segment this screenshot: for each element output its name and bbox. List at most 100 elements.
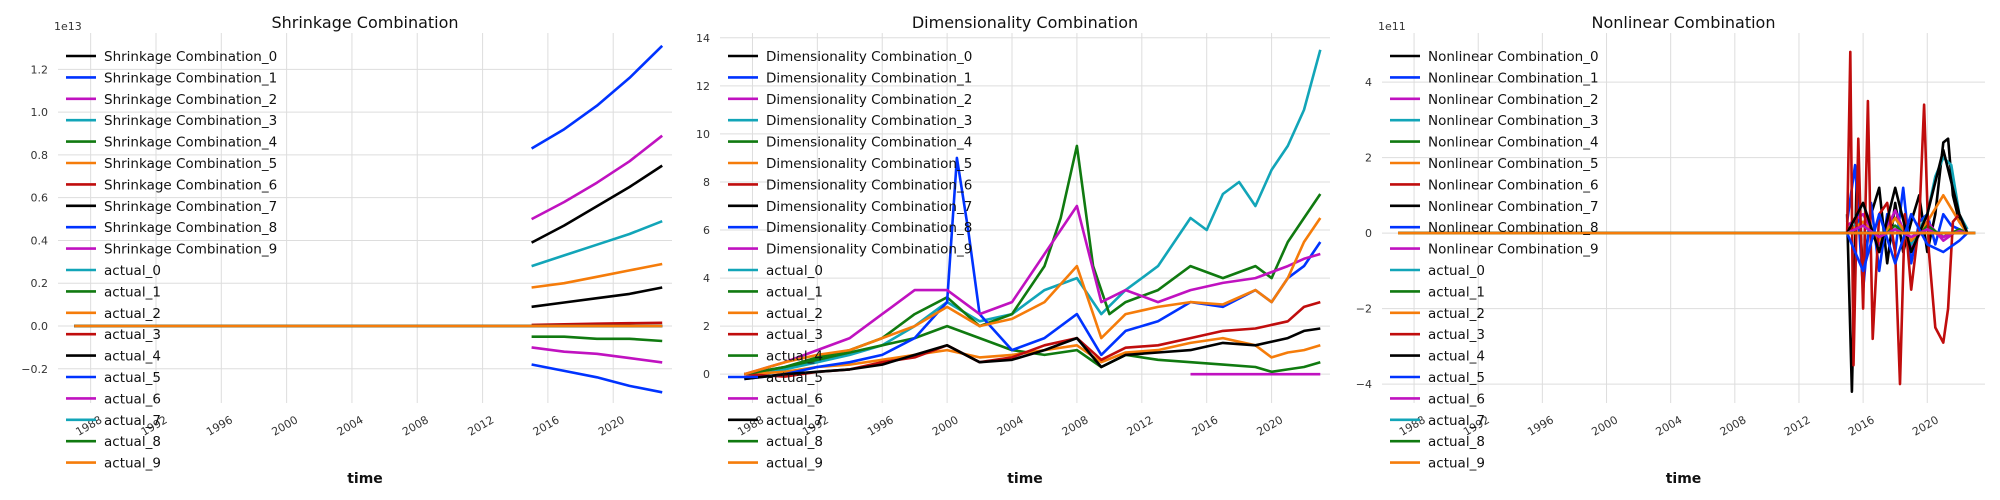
series-line-6 [1845, 50, 1969, 386]
legend-label: actual_3 [1428, 327, 1485, 343]
y-tick-label: 0.6 [31, 192, 49, 205]
y-tick-label: 2 [1365, 152, 1372, 165]
legend-label: actual_7 [104, 413, 161, 429]
chart-title: Nonlinear Combination [1592, 13, 1776, 32]
legend-label: Nonlinear Combination_8 [1428, 220, 1599, 236]
legend-label: actual_6 [766, 391, 823, 407]
x-tick-label: 2008 [1060, 413, 1091, 438]
x-tick-label: 2000 [269, 413, 300, 438]
y-tick-label: 1.2 [31, 63, 49, 76]
y-tick-label: −2 [1356, 303, 1372, 316]
x-tick-label: 2000 [930, 413, 961, 438]
y-tick-label: 10 [696, 128, 710, 141]
y-tick-label: −4 [1356, 378, 1372, 391]
legend-label: actual_8 [104, 434, 161, 450]
series-line-8 [531, 363, 663, 394]
legend-label: Dimensionality Combination_3 [766, 113, 972, 129]
legend-label: actual_9 [104, 456, 161, 472]
series-line-7 [531, 286, 663, 309]
x-tick-label: 2016 [1846, 413, 1877, 438]
y-tick-label: 0.4 [31, 234, 49, 247]
legend-label: actual_5 [1428, 370, 1485, 386]
legend-label: actual_8 [1428, 434, 1485, 450]
legend-label: actual_4 [1428, 349, 1485, 365]
y-tick-label: 4 [703, 272, 710, 285]
legend-label: actual_8 [766, 434, 823, 450]
legend-label: Nonlinear Combination_4 [1428, 135, 1599, 151]
legend-label: actual_1 [1428, 284, 1485, 300]
y-tick-label: 0 [703, 368, 710, 381]
legend-label: actual_7 [766, 413, 823, 429]
legend-label: Shrinkage Combination_7 [104, 199, 277, 215]
x-tick-label: 2016 [1190, 413, 1221, 438]
y-tick-label: 12 [696, 80, 710, 93]
series-line-2 [530, 134, 664, 221]
y-tick-label: 0.0 [31, 320, 49, 333]
x-tick-label: 2008 [400, 413, 431, 438]
chart-title: Dimensionality Combination [912, 13, 1138, 32]
y-tick-label: 6 [703, 224, 710, 237]
legend-label: Nonlinear Combination_6 [1428, 177, 1599, 193]
y-scale-label: 1e13 [54, 20, 82, 33]
legend-label: actual_9 [766, 456, 823, 472]
legend-label: Shrinkage Combination_9 [104, 242, 277, 258]
legend-label: actual_3 [766, 327, 823, 343]
legend-label: Dimensionality Combination_9 [766, 242, 972, 258]
legend-label: actual_5 [766, 370, 823, 386]
x-tick-label: 1996 [865, 413, 896, 438]
x-tick-label: 1996 [1525, 413, 1556, 438]
legend-label: actual_6 [104, 391, 161, 407]
legend-label: Nonlinear Combination_0 [1428, 49, 1599, 65]
legend-label: Shrinkage Combination_5 [104, 156, 277, 172]
legend-label: Shrinkage Combination_8 [104, 220, 277, 236]
legend-label: actual_7 [1428, 413, 1485, 429]
legend-label: Nonlinear Combination_7 [1428, 199, 1599, 215]
series-line-8 [1845, 212, 1969, 273]
legend-label: actual_0 [766, 263, 823, 279]
legend-label: Shrinkage Combination_4 [104, 135, 277, 151]
legend-label: actual_1 [104, 284, 161, 300]
series-line-3 [531, 219, 663, 268]
y-tick-label: 1.0 [31, 106, 49, 119]
legend-label: Dimensionality Combination_0 [766, 49, 972, 65]
chart-panel-2: Dimensionality Combination 0 2 4 6 8 10 12 14 198… [696, 13, 1330, 487]
legend-label: actual_6 [1428, 391, 1485, 407]
x-tick-label: 2004 [995, 413, 1026, 438]
legend-label: actual_9 [1428, 456, 1485, 472]
series-line-16 [743, 204, 1321, 376]
series-line-9 [531, 346, 663, 364]
legend-label: actual_2 [766, 306, 823, 322]
legend-label: Dimensionality Combination_7 [766, 199, 972, 215]
series-line-7 [1845, 148, 1969, 254]
legend-label: Nonlinear Combination_3 [1428, 113, 1599, 129]
legend-label: actual_0 [104, 263, 161, 279]
x-axis-label: time [1666, 471, 1702, 487]
y-scale-label: 1e11 [1378, 20, 1406, 33]
legend-label: Shrinkage Combination_2 [104, 92, 277, 108]
legend-label: Dimensionality Combination_2 [766, 92, 972, 108]
legend-label: Dimensionality Combination_5 [766, 156, 972, 172]
series-line-4 [531, 335, 663, 343]
legend-label: actual_4 [766, 349, 823, 365]
legend-label: Nonlinear Combination_9 [1428, 242, 1599, 258]
x-tick-label: 2008 [1718, 413, 1749, 438]
legend-label: actual_1 [766, 284, 823, 300]
x-tick-label: 2020 [1254, 413, 1285, 438]
legend-label: Nonlinear Combination_2 [1428, 92, 1599, 108]
legend-label: actual_0 [1428, 263, 1485, 279]
legend-label: Shrinkage Combination_3 [104, 113, 277, 129]
legend-label: Dimensionality Combination_4 [766, 135, 972, 151]
legend-label: actual_5 [104, 370, 161, 386]
y-tick-label: 4 [1365, 76, 1372, 89]
legend-label: Dimensionality Combination_1 [766, 70, 972, 86]
x-axis-label: time [347, 471, 383, 487]
x-tick-label: 2016 [531, 413, 562, 438]
y-tick-label: 0 [1365, 227, 1372, 240]
legend-label: actual_2 [1428, 306, 1485, 322]
series-line-0 [530, 164, 663, 244]
x-tick-label: 2012 [1125, 413, 1156, 438]
legend-label: actual_4 [104, 349, 161, 365]
x-tick-label: 2004 [335, 413, 366, 438]
